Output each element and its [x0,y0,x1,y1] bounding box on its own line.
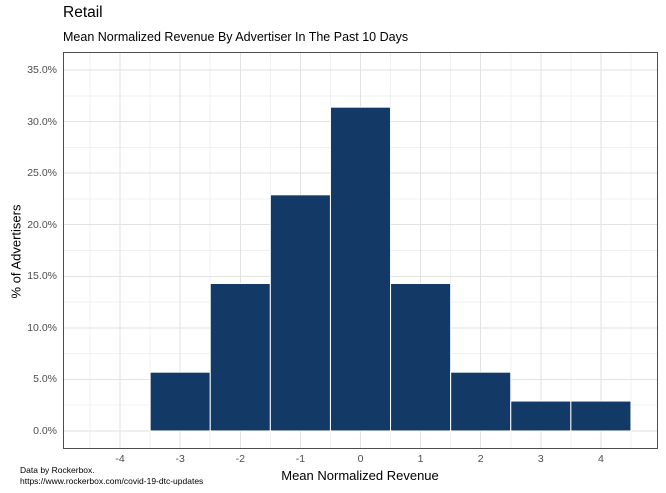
chart-title: Retail [63,4,103,21]
x-tick-label: 3 [537,453,544,465]
y-tick-label: 30.0% [27,115,57,128]
histogram-bar [510,400,572,432]
histogram-bar [390,282,452,432]
x-tick-label: -1 [295,453,306,465]
caption: Data by Rockerbox. https://www.rockerbox… [20,465,203,486]
x-tick-label: 2 [477,453,484,465]
histogram-bar [450,371,512,432]
y-tick-label: 10.0% [27,321,57,334]
histogram-bar [269,194,331,432]
histogram-bar [209,282,271,432]
caption-line-2: https://www.rockerbox.com/covid-19-dtc-u… [20,475,204,486]
y-tick-label: 20.0% [27,218,57,231]
x-tick-label: 0 [357,453,364,465]
histogram-bar [570,400,632,432]
x-axis-title: Mean Normalized Revenue [281,468,439,483]
x-tick-label: -3 [175,453,185,465]
histogram-bar [329,106,392,432]
y-tick-label: 35.0% [27,64,57,77]
x-tick-label: -4 [115,453,125,465]
y-tick-label: 5.0% [33,373,57,386]
x-tick-label: 1 [417,453,424,465]
caption-line-1: Data by Rockerbox. [20,465,95,475]
panel-border [63,52,658,449]
chart-subtitle: Mean Normalized Revenue By Advertiser In… [63,30,409,44]
x-tick-label: 4 [597,453,604,465]
x-tick-label: -2 [235,453,245,465]
histogram-bar [149,371,211,432]
histogram-plot [63,52,658,449]
y-tick-label: 25.0% [27,167,57,180]
y-tick-label: 0.0% [33,424,57,437]
y-tick-label: 15.0% [27,270,57,283]
y-axis-title: % of Advertisers [8,204,24,299]
